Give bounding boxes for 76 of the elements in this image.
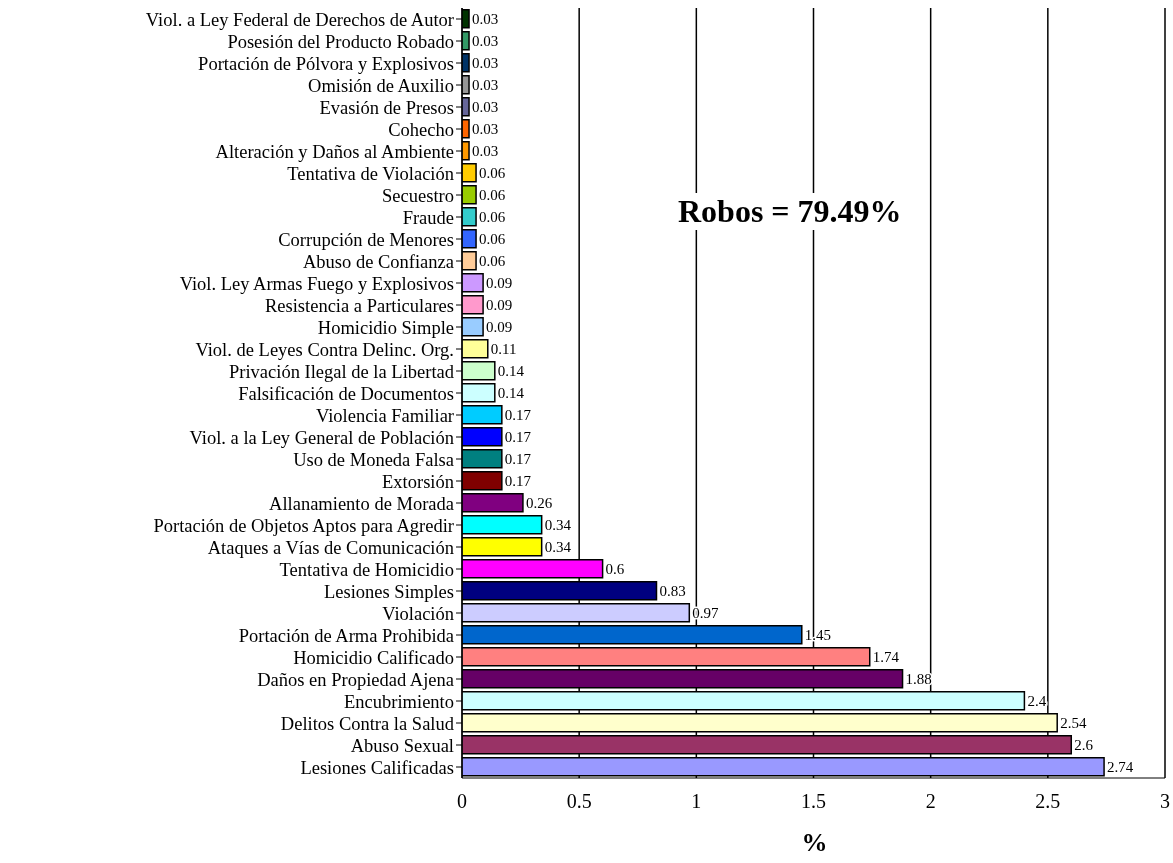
- data-label: 1.74: [872, 649, 900, 666]
- y-tick-label: Viol. a Ley Federal de Derechos de Autor: [145, 9, 454, 30]
- data-label: 0.03: [472, 143, 499, 160]
- data-label: 0.06: [479, 187, 506, 204]
- y-tick-label: Tentativa de Violación: [287, 163, 454, 184]
- data-label: 0.26: [525, 495, 553, 512]
- y-tick-label: Homicidio Calificado: [293, 647, 454, 668]
- y-tick-label: Portación de Pólvora y Explosivos: [198, 53, 454, 74]
- data-label: 0.6: [605, 561, 625, 578]
- data-label: 0.14: [497, 363, 525, 380]
- y-tick-label: Daños en Propiedad Ajena: [257, 669, 454, 690]
- data-label: 0.03: [472, 33, 499, 50]
- data-label: 0.34: [544, 539, 572, 556]
- data-label: 2.74: [1107, 759, 1134, 776]
- data-label: 0.34: [544, 517, 572, 534]
- data-label: 0.17: [504, 473, 532, 490]
- y-tick-label: Posesión del Producto Robado: [227, 31, 454, 52]
- data-label: 0.09: [486, 319, 513, 336]
- data-label: 0.11: [490, 341, 517, 358]
- data-label: 0.03: [472, 77, 499, 94]
- y-tick-label: Homicidio Simple: [317, 317, 454, 338]
- y-tick-label: Lesiones Calificadas: [300, 757, 454, 778]
- x-axis-title: %: [800, 828, 829, 858]
- y-tick-label: Portación de Arma Prohibida: [238, 625, 454, 646]
- data-label: 0.06: [479, 253, 506, 270]
- data-label: 0.17: [504, 429, 532, 446]
- y-tick-label: Falsificación de Documentos: [238, 383, 454, 404]
- y-tick-label: Extorsión: [382, 471, 454, 492]
- x-tick-label: 1.5: [801, 790, 826, 813]
- data-label: 0.06: [479, 165, 506, 182]
- data-label: 0.06: [479, 231, 506, 248]
- y-tick-label: Omisión de Auxilio: [308, 75, 454, 96]
- y-tick-label: Fraude: [402, 207, 454, 228]
- y-tick-label: Corrupción de Menores: [278, 229, 454, 250]
- data-label: 2.4: [1027, 693, 1047, 710]
- data-label: 0.03: [472, 121, 499, 138]
- y-tick-label: Violación: [382, 603, 454, 624]
- annotation: Robos = 79.49%: [678, 193, 902, 230]
- data-label: 2.54: [1060, 715, 1087, 732]
- data-label: 0.17: [504, 451, 532, 468]
- x-tick-label: 0: [457, 790, 467, 813]
- y-tick-label: Secuestro: [382, 185, 454, 206]
- y-tick-label: Alteración y Daños al Ambiente: [215, 141, 454, 162]
- y-tick-label: Resistencia a Particulares: [264, 295, 454, 316]
- y-tick-label: Violencia Familiar: [315, 405, 454, 426]
- x-tick-label: 0.5: [566, 790, 592, 813]
- data-label: 0.09: [486, 297, 513, 314]
- y-tick-label: Abuso Sexual: [350, 735, 454, 756]
- y-tick-label: Viol. Ley Armas Fuego y Explosivos: [179, 273, 454, 294]
- y-tick-label: Evasión de Presos: [319, 97, 454, 118]
- data-label: 0.03: [472, 99, 499, 116]
- data-label: 0.14: [497, 385, 525, 402]
- data-label: 0.03: [472, 55, 499, 72]
- data-label: 0.83: [659, 583, 686, 600]
- y-tick-label: Abuso de Confianza: [302, 251, 454, 272]
- y-tick-label: Tentativa de Homicidio: [279, 559, 454, 580]
- y-tick-label: Portación de Objetos Aptos para Agredir: [153, 515, 454, 536]
- y-tick-label: Delitos Contra la Salud: [280, 713, 455, 734]
- y-tick-label: Ataques a Vías de Comunicación: [207, 537, 454, 558]
- data-label: 0.17: [504, 407, 532, 424]
- x-tick-label: 3: [1160, 790, 1170, 813]
- data-label: 0.09: [486, 275, 513, 292]
- y-tick-label: Privación Ilegal de la Libertad: [229, 361, 455, 382]
- y-tick-label: Viol. a la Ley General de Población: [189, 427, 454, 448]
- y-tick-label: Encubrimiento: [344, 691, 454, 712]
- y-tick-label: Allanamiento de Morada: [269, 493, 454, 514]
- y-tick-label: Lesiones Simples: [323, 581, 454, 602]
- data-label: 2.6: [1074, 737, 1094, 754]
- data-label: 0.03: [472, 11, 499, 28]
- data-label: 0.06: [479, 209, 506, 226]
- x-tick-label: 2: [925, 790, 936, 813]
- x-tick-label: 2.5: [1035, 790, 1061, 813]
- y-tick-label: Viol. de Leyes Contra Delinc. Org.: [195, 339, 454, 360]
- x-tick-label: 1: [691, 790, 702, 813]
- y-tick-label: Uso de Moneda Falsa: [293, 449, 454, 470]
- y-tick-label: Cohecho: [388, 119, 454, 140]
